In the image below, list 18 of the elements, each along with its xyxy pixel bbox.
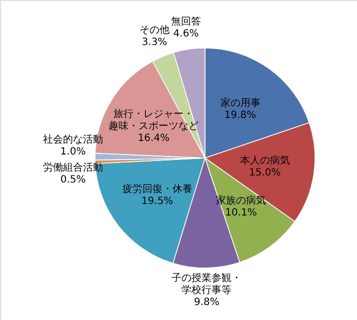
slice-label: 疲労回復・休養 xyxy=(122,183,192,196)
data-label: 16.4% xyxy=(138,132,170,144)
data-label: 4.6% xyxy=(173,28,199,40)
data-label: 10.1% xyxy=(225,208,257,219)
slice-label: その他 xyxy=(139,24,170,36)
slice-label: 旅行・レジャー・趣味・スポーツなど xyxy=(108,108,199,132)
data-label: 19.8% xyxy=(224,110,256,121)
data-label: 15.0% xyxy=(248,168,281,179)
slice-label: 社会的な活動 xyxy=(43,133,104,146)
data-label: 9.8% xyxy=(194,296,220,308)
data-label: 0.5% xyxy=(60,174,86,186)
slice-label: 子の授業参観・学校行事等 xyxy=(172,272,242,296)
slice-label: 本人の病気 xyxy=(240,154,290,167)
data-label: 1.0% xyxy=(60,146,86,158)
data-label: 3.3% xyxy=(142,37,168,48)
slice-label: 無回答 xyxy=(170,15,201,28)
data-label: 19.5% xyxy=(141,196,174,208)
slice-label: 家の用事 xyxy=(220,96,260,109)
